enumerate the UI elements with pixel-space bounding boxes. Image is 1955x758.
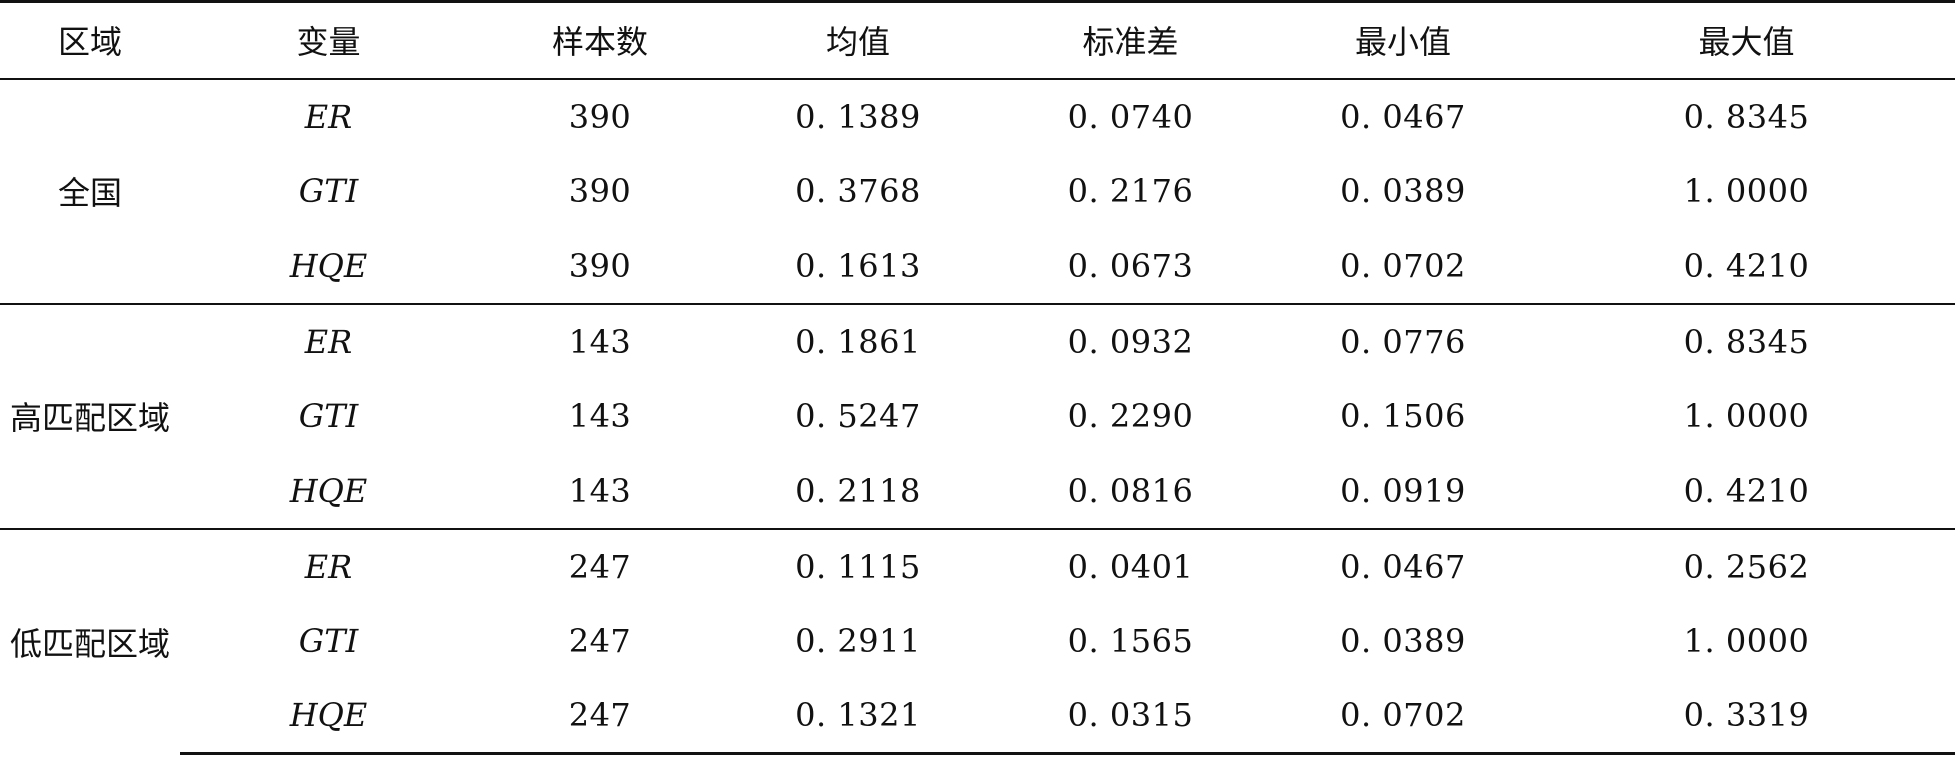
- header-min: 最小值: [1268, 0, 1538, 80]
- mean-cell: 0. 1389: [795, 97, 921, 136]
- sample-size-cell: 143: [568, 471, 632, 510]
- std-dev-cell: 0. 2176: [1067, 172, 1194, 210]
- header-mean: 均值: [723, 0, 993, 80]
- mean-cell: 0. 2118: [795, 471, 921, 510]
- min-cell: 0. 0702: [1268, 678, 1538, 755]
- table-row: GTI 247 0. 2911 0. 1565 0. 0389 1. 0000: [0, 604, 1955, 679]
- min-cell: 0. 1506: [1340, 397, 1466, 435]
- std-dev-cell: 0. 0740: [1067, 97, 1194, 136]
- mean-cell: 0. 1613: [795, 246, 921, 285]
- mean-cell: 0. 2911: [795, 622, 921, 660]
- sample-size-cell: 390: [568, 97, 632, 136]
- mean-cell: 0. 5247: [795, 397, 921, 435]
- header-max: 最大值: [1538, 0, 1955, 80]
- max-cell: 0. 8345: [1538, 302, 1955, 379]
- min-cell: 0. 0389: [1340, 172, 1466, 210]
- sample-size-cell: 390: [568, 246, 632, 285]
- variable-cell: GTI: [298, 397, 359, 435]
- min-cell: 0. 0389: [1340, 622, 1466, 660]
- std-dev-cell: 0. 0315: [993, 678, 1268, 755]
- mean-cell: 0. 1321: [723, 678, 993, 755]
- header-sample-size: 样本数: [477, 0, 723, 80]
- max-cell: 0. 2562: [1538, 527, 1955, 604]
- region-label: 低匹配区域: [0, 527, 180, 754]
- variable-cell: GTI: [298, 622, 359, 660]
- table-row: GTI 390 0. 3768 0. 2176 0. 0389 1. 0000: [0, 154, 1955, 229]
- mean-cell: 0. 1861: [723, 302, 993, 379]
- table-row: HQE 143 0. 2118 0. 0816 0. 0919 0. 4210: [0, 454, 1955, 529]
- variable-cell: ER: [180, 302, 477, 379]
- table-row: HQE 247 0. 1321 0. 0315 0. 0702 0. 3319: [0, 678, 1955, 755]
- variable-cell: ER: [304, 97, 353, 136]
- variable-cell: HQE: [180, 678, 477, 755]
- mean-cell: 0. 3768: [795, 172, 921, 210]
- max-cell: 0. 4210: [1683, 471, 1810, 510]
- std-dev-cell: 0. 2290: [1067, 397, 1194, 435]
- min-cell: 0. 0919: [1340, 471, 1466, 510]
- sample-size-cell: 247: [568, 622, 632, 660]
- table-row: 低匹配区域 ER 247 0. 1115 0. 0401 0. 0467 0. …: [0, 527, 1955, 754]
- variable-cell: GTI: [298, 172, 359, 210]
- sample-size-cell: 247: [477, 678, 723, 755]
- group-national: 全国 ER 390 0. 1389 0. 0740 0. 0467 0. 834…: [0, 79, 1955, 304]
- mean-cell: 0. 1115: [723, 527, 993, 604]
- max-cell: 0. 8345: [1683, 97, 1810, 136]
- table-header: 区域 变量 样本数 均值 标准差 最小值 最大值: [0, 0, 1955, 80]
- max-cell: 1. 0000: [1683, 172, 1810, 210]
- min-cell: 0. 0467: [1340, 97, 1466, 136]
- header-std-dev: 标准差: [993, 0, 1268, 80]
- max-cell: 0. 4210: [1683, 246, 1810, 285]
- variable-cell: ER: [180, 527, 477, 604]
- min-cell: 0. 0467: [1268, 527, 1538, 604]
- region-label: 全国: [57, 174, 122, 212]
- region-label: 高匹配区域: [0, 302, 180, 529]
- group-low-match: 低匹配区域 ER 247 0. 1115 0. 0401 0. 0467 0. …: [0, 527, 1955, 755]
- std-dev-cell: 0. 0401: [993, 527, 1268, 604]
- min-cell: 0. 0702: [1340, 246, 1466, 285]
- std-dev-cell: 0. 0932: [993, 302, 1268, 379]
- max-cell: 1. 0000: [1683, 622, 1810, 660]
- group-high-match: 高匹配区域 ER 143 0. 1861 0. 0932 0. 0776 0. …: [0, 302, 1955, 529]
- table-row: HQE 390 0. 1613 0. 0673 0. 0702 0. 4210: [0, 229, 1955, 304]
- header-row: 区域 变量 样本数 均值 标准差 最小值 最大值: [0, 0, 1955, 80]
- variable-cell: HQE: [289, 246, 368, 285]
- max-cell: 1. 0000: [1683, 397, 1810, 435]
- sample-size-cell: 390: [568, 172, 632, 210]
- table-row: 全国 ER 390 0. 1389 0. 0740 0. 0467 0. 834…: [0, 79, 1955, 213]
- table-row: GTI 143 0. 5247 0. 2290 0. 1506 1. 0000: [0, 379, 1955, 454]
- variable-cell: HQE: [289, 471, 368, 510]
- sample-size-cell: 247: [477, 527, 723, 604]
- std-dev-cell: 0. 0673: [1067, 246, 1194, 285]
- header-region: 区域: [0, 0, 180, 80]
- max-cell: 0. 3319: [1538, 678, 1955, 755]
- header-variable: 变量: [180, 0, 477, 80]
- table-row: 高匹配区域 ER 143 0. 1861 0. 0932 0. 0776 0. …: [0, 302, 1955, 529]
- sample-size-cell: 143: [568, 397, 632, 435]
- std-dev-cell: 0. 0816: [1067, 471, 1194, 510]
- min-cell: 0. 0776: [1268, 302, 1538, 379]
- sample-size-cell: 143: [477, 302, 723, 379]
- std-dev-cell: 0. 1565: [1067, 622, 1194, 660]
